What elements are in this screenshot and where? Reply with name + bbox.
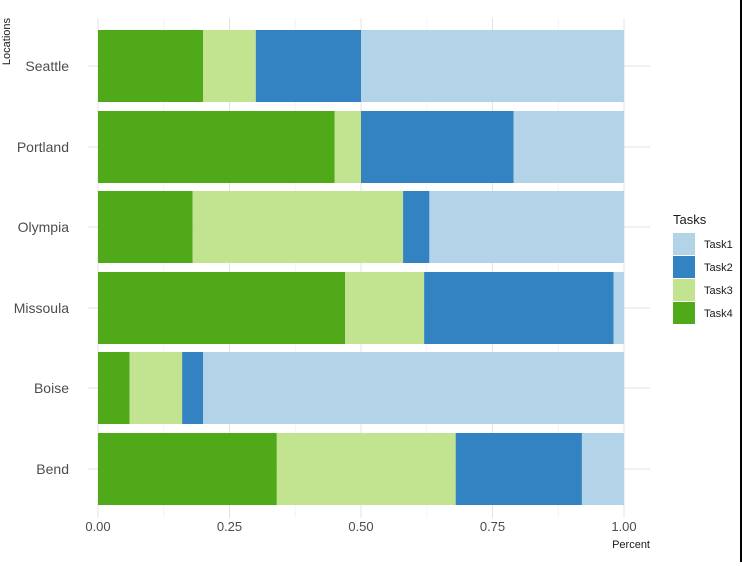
legend-swatch (673, 233, 695, 255)
bar-segment-seattle-task1 (361, 30, 624, 102)
bar-segment-seattle-task2 (255, 30, 361, 102)
bar-segment-missoula-task3 (345, 272, 425, 344)
y-tick-label: Boise (34, 380, 69, 396)
bar-segment-bend-task1 (581, 433, 624, 505)
bar-segment-portland-task4 (98, 111, 335, 183)
bar-segment-seattle-task3 (203, 30, 256, 102)
bar-segment-olympia-task1 (429, 191, 624, 263)
legend-label: Task3 (704, 285, 733, 297)
x-tick-label: 1.00 (611, 519, 636, 534)
bar-segment-boise-task3 (129, 352, 183, 424)
bar-segment-bend-task2 (455, 433, 582, 505)
legend-label: Task4 (704, 308, 733, 320)
x-tick-label: 0.00 (85, 519, 110, 534)
bar-segment-olympia-task4 (98, 191, 193, 263)
legend-label: Task2 (704, 262, 733, 274)
legend-swatch (673, 302, 695, 324)
bar-segment-missoula-task2 (424, 272, 614, 344)
legend-label: Task1 (704, 239, 733, 251)
right-border (740, 0, 742, 562)
x-tick-label: 0.50 (348, 519, 373, 534)
bar-segment-boise-task2 (182, 352, 204, 424)
y-tick-label: Portland (17, 139, 69, 155)
x-tick-label: 0.25 (217, 519, 242, 534)
bar-segment-portland-task3 (334, 111, 361, 183)
legend-title: Tasks (673, 212, 707, 227)
bar-segment-boise-task1 (203, 352, 624, 424)
bar-segment-olympia-task3 (192, 191, 404, 263)
bar-segment-missoula-task1 (613, 272, 624, 344)
legend-swatch (673, 279, 695, 301)
y-axis-title: Locations (1, 18, 13, 66)
bar-segment-boise-task4 (98, 352, 130, 424)
bar-segment-missoula-task4 (98, 272, 346, 344)
bar-segment-bend-task4 (98, 433, 277, 505)
bar-segment-portland-task1 (513, 111, 624, 183)
y-tick-label: Seattle (25, 58, 69, 74)
x-tick-label: 0.75 (480, 519, 505, 534)
bar-segment-bend-task3 (276, 433, 456, 505)
bar-segment-olympia-task2 (403, 191, 430, 263)
y-tick-label: Bend (36, 461, 69, 477)
bar-segment-portland-task2 (361, 111, 514, 183)
y-tick-label: Missoula (14, 300, 69, 316)
legend-swatch (673, 256, 695, 278)
x-axis-title: Percent (612, 539, 650, 551)
y-tick-label: Olympia (18, 219, 70, 235)
bar-segment-seattle-task4 (98, 30, 204, 102)
